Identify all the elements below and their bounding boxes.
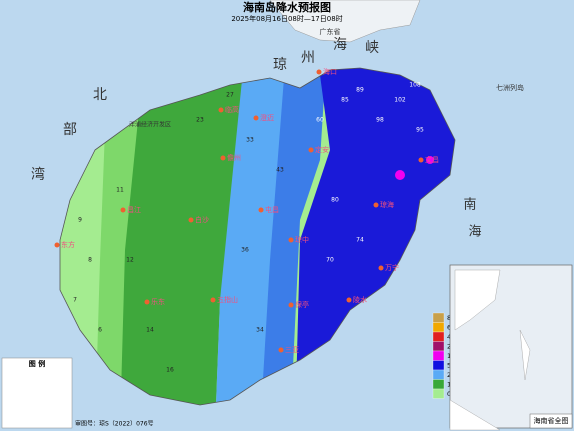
station-value: 7	[73, 297, 77, 304]
city-marker	[418, 157, 424, 163]
city-label: 临高	[225, 105, 239, 114]
legend-box	[1, 357, 73, 429]
city-label: 文昌	[425, 155, 439, 164]
city-marker	[346, 297, 352, 303]
city-label: 琼海	[380, 200, 394, 209]
sea-label: 海	[333, 37, 347, 53]
station-value: 6	[98, 327, 102, 334]
city-label: 屯昌	[265, 205, 279, 214]
sea-label: 峡	[365, 40, 379, 56]
station-value: 89	[356, 87, 364, 94]
station-value: 14	[146, 327, 154, 334]
city-marker	[120, 207, 126, 213]
sea-label: 南	[463, 197, 476, 213]
city-label: 东方	[61, 240, 75, 249]
city-label: 昌江	[127, 206, 141, 214]
sea-label: 琼	[273, 57, 287, 73]
station-value: 108	[409, 82, 421, 89]
inset-title-box	[529, 413, 573, 429]
sea-label: 湾	[31, 166, 45, 183]
city-marker	[288, 237, 294, 243]
scale-swatch	[432, 388, 445, 399]
scale-swatch	[432, 369, 445, 380]
station-value: 36	[241, 247, 249, 254]
legend-title: 图 例	[29, 359, 45, 368]
city-label: 澄迈	[260, 113, 274, 122]
sea-label: 部	[63, 122, 77, 138]
city-marker	[378, 265, 384, 271]
station-value: 60	[316, 117, 324, 124]
scale-swatch	[432, 379, 445, 390]
city-marker	[278, 347, 284, 353]
scale-swatch	[432, 341, 445, 352]
station-value: 102	[394, 97, 406, 104]
station-value: 98	[376, 117, 384, 124]
scale-swatch	[432, 350, 445, 361]
city-label: 儋州	[227, 153, 241, 162]
city-label: 保亭	[295, 300, 309, 309]
station-value: 95	[416, 127, 424, 134]
city-label: 万宁	[385, 263, 399, 272]
station-value: 70	[326, 257, 334, 264]
inset-land	[454, 269, 501, 331]
sea-label: 七洲列岛	[496, 83, 524, 92]
city-marker	[253, 115, 259, 121]
scale-swatch	[432, 331, 445, 342]
city-marker	[288, 302, 294, 308]
city-marker	[218, 107, 224, 113]
city-label: 三亚	[285, 346, 299, 354]
inset-land	[449, 329, 531, 431]
city-label: 琼中	[295, 235, 309, 244]
station-value: 8	[88, 257, 92, 264]
city-label: 乐东	[151, 297, 165, 306]
station-value: 16	[166, 367, 174, 374]
city-label: 海口	[323, 67, 337, 76]
sea-label: 海	[468, 225, 481, 240]
mainland	[269, 0, 421, 43]
station-value: 23	[196, 117, 204, 124]
station-value: 43	[276, 167, 284, 174]
city-label: 白沙	[195, 215, 209, 224]
city-label: 陵水	[353, 295, 367, 304]
city-marker	[258, 207, 264, 213]
city-marker	[373, 202, 379, 208]
station-value: 9	[78, 217, 82, 224]
title: 海南岛降水预报图	[243, 0, 331, 14]
sea-label: 州	[301, 50, 315, 66]
city-marker	[210, 297, 216, 303]
sea-label: 北	[93, 87, 107, 103]
city-marker	[316, 69, 322, 75]
city-marker	[188, 217, 194, 223]
scale-swatch	[432, 360, 445, 371]
city-marker	[54, 242, 60, 248]
coastline	[59, 67, 456, 406]
approval: 审图号：琼S（2022）076号	[75, 420, 154, 428]
station-value: 34	[256, 327, 264, 334]
scale-swatch	[432, 322, 445, 333]
station-value: 74	[356, 237, 364, 244]
subtitle: 2025年08月16日08时—17日08时	[231, 14, 342, 23]
city-label: 五指山	[217, 295, 238, 304]
station-value: 12	[126, 257, 134, 264]
inset-title: 海南省全图	[534, 416, 569, 425]
city-label: 定安	[315, 145, 329, 154]
city-marker	[308, 147, 314, 153]
city-marker	[144, 299, 150, 305]
station-value: 33	[246, 137, 254, 144]
station-value: 11	[116, 187, 124, 194]
station-value: 80	[331, 197, 339, 204]
station-value: 27	[226, 92, 234, 99]
city-marker	[220, 155, 226, 161]
scale-swatch	[432, 312, 445, 323]
sea-label: 洋浦经济开发区	[129, 121, 171, 129]
sea-label: 广东省	[320, 27, 341, 36]
station-value: 85	[341, 97, 349, 104]
